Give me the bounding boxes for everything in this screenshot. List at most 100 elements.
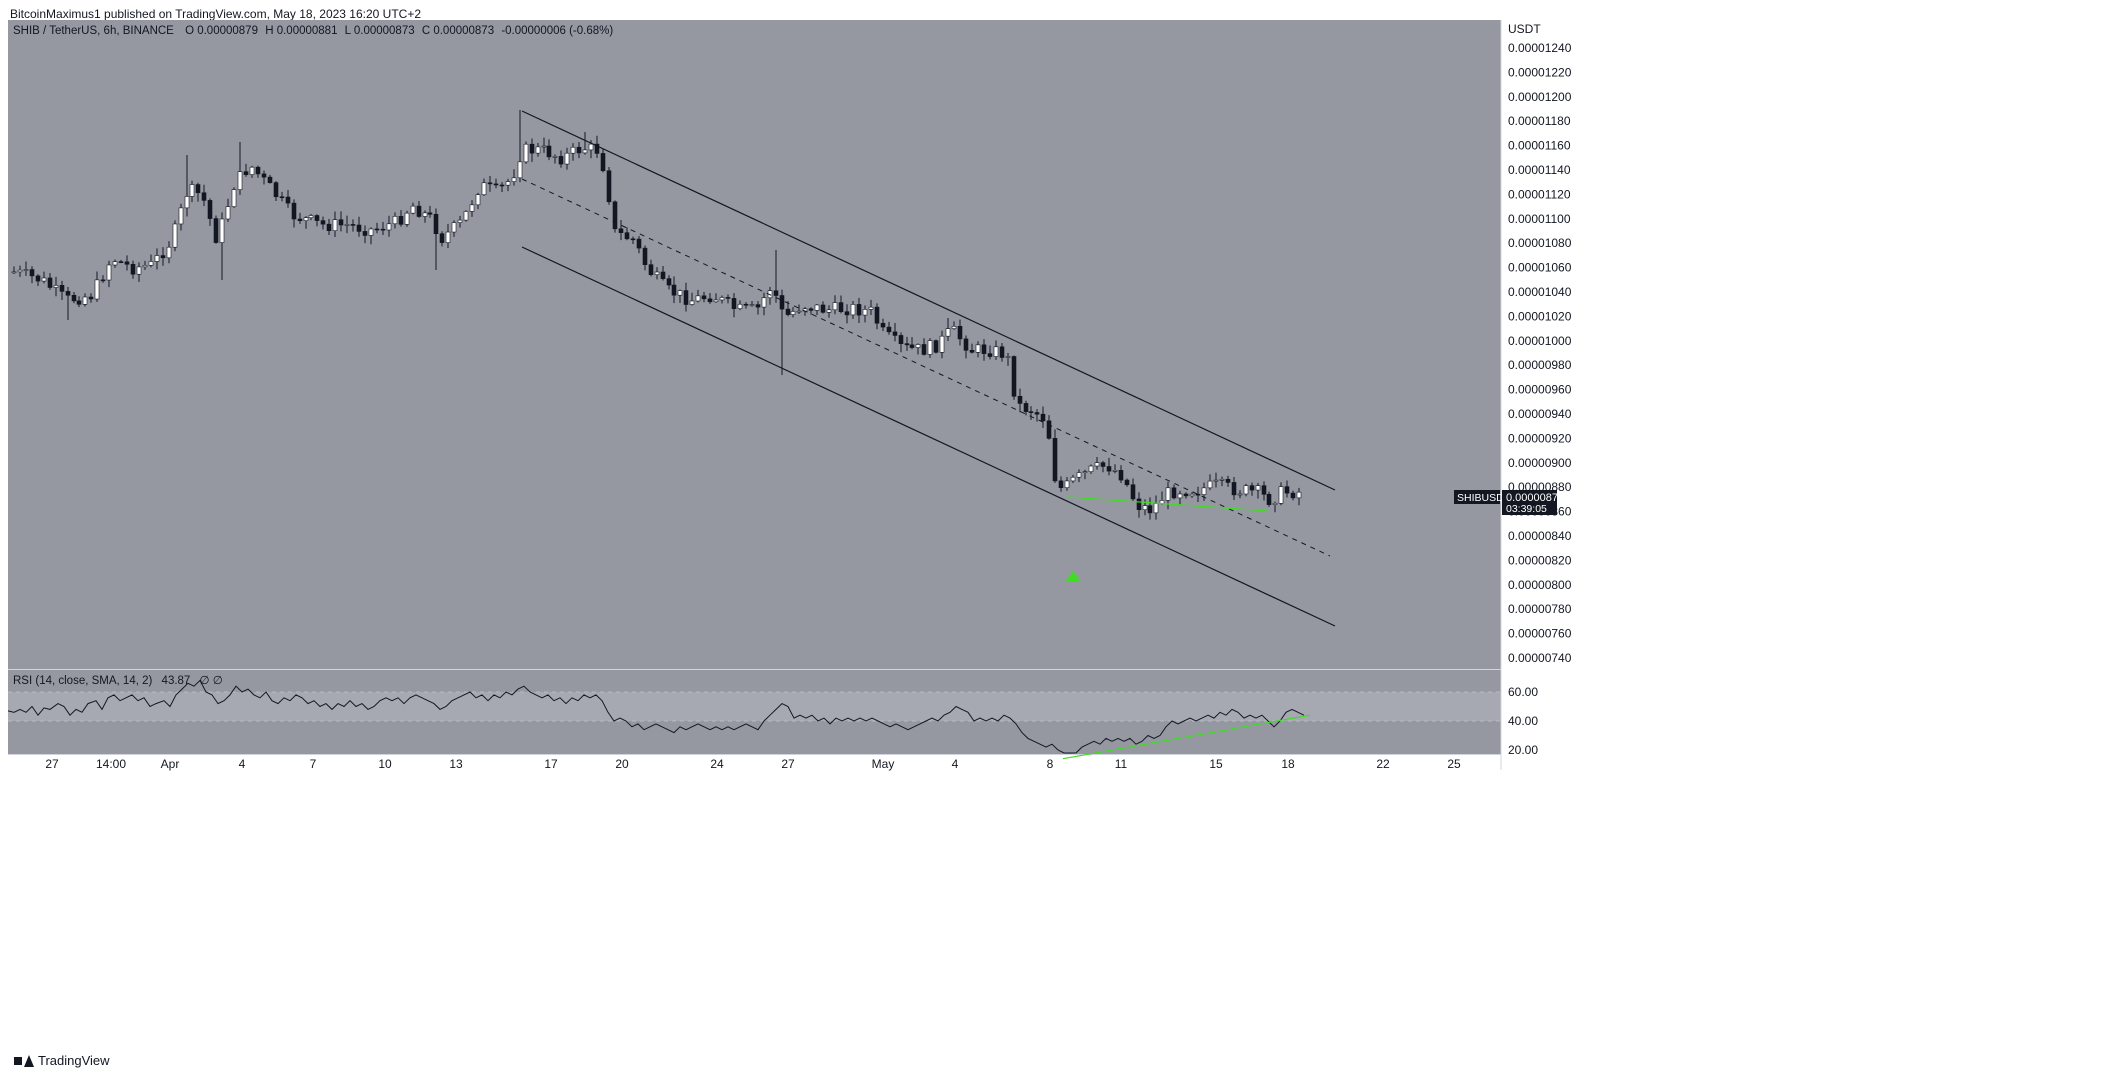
rsi-band (8, 692, 1501, 721)
main-pane-bg (8, 20, 1501, 669)
rsi-divergence-line (1062, 714, 1311, 760)
candle-body (1076, 472, 1082, 478)
candle-body (541, 145, 547, 148)
candle-body (1023, 403, 1029, 412)
price-tick-label: 0.00000760 (1508, 627, 1572, 641)
rsi-label: RSI (14, close, SMA, 14, 2) (13, 675, 153, 687)
rsi-value: 43.87 (162, 675, 191, 687)
candle-body (130, 263, 136, 275)
candle-body (1058, 480, 1064, 488)
candle-body (636, 238, 642, 249)
candle-body (844, 311, 850, 316)
candle-body (737, 303, 743, 309)
candle-body (362, 231, 368, 236)
price-tick-label: 0.00001120 (1508, 187, 1571, 201)
candle-body (338, 219, 344, 226)
candle-body (624, 232, 630, 240)
rsi-extra: ∅ ∅ (200, 675, 223, 687)
candle-body (1261, 485, 1267, 495)
ohlc-change: -0.00000006 (-0.68%) (501, 25, 613, 37)
price-tick-label: 0.00000900 (1508, 456, 1572, 470)
candle-body (790, 311, 796, 315)
candle-body (76, 300, 82, 305)
candle-body (761, 297, 767, 308)
candle-body (285, 196, 291, 204)
candle-body (303, 217, 309, 222)
last-price-tag[interactable]: SHIBUSDT 0.00000873 03:39:05 (1454, 490, 1564, 515)
time-axis[interactable]: 27 14:00 Apr 4 7 10 13 17 20 24 27 May 4 8 11 15 18 22 25 (45, 757, 1461, 771)
rsi-axis[interactable]: 60.00 40.00 20.00 (1508, 685, 1538, 757)
candle-body (41, 277, 47, 282)
price-tag-bg (1502, 490, 1557, 515)
date-tick-label: 4 (952, 757, 959, 771)
candle-body (773, 290, 779, 296)
price-tick-label: 0.00000820 (1508, 553, 1572, 567)
candle-body (927, 340, 933, 355)
channel-lower-line (521, 246, 1336, 627)
candle-body (47, 277, 53, 288)
candle-body (314, 215, 320, 221)
candle-body (1034, 412, 1040, 415)
candle-body (88, 296, 94, 300)
candle-body (868, 306, 874, 310)
candle-body (207, 200, 213, 219)
candle-body (612, 201, 618, 230)
candle-body (660, 271, 666, 279)
ohlc-c-value: 0.00000873 (433, 25, 494, 37)
footer: TradingView (14, 1053, 110, 1068)
candle-body (630, 238, 636, 241)
candle-body (1171, 487, 1177, 499)
candle-body (433, 213, 439, 235)
candle-body (422, 212, 428, 217)
candle-body (457, 219, 463, 223)
date-tick-label: 20 (615, 757, 629, 771)
candle-body (618, 228, 624, 233)
candle-body (427, 212, 433, 215)
candle-body (570, 146, 576, 154)
candle-body (725, 297, 731, 299)
date-tick-label: 13 (449, 757, 463, 771)
candle-body (707, 298, 713, 303)
candle-body (1255, 485, 1261, 491)
price-tick-label: 0.00001060 (1508, 261, 1572, 275)
candle-body (94, 279, 100, 300)
footer-brand: TradingView (38, 1053, 110, 1068)
candle-body (320, 220, 326, 225)
price-axis[interactable]: 0.00001240 0.00001220 0.00001200 0.00001180… (1508, 41, 1572, 665)
main-legend: SHIB / TetherUS, 6h, BINANCE O 0.0000087… (13, 25, 613, 37)
ohlc-o-label: O (185, 25, 194, 37)
candle-body (1082, 471, 1088, 473)
candle-body (1231, 482, 1237, 496)
candle-body (469, 204, 475, 212)
symbol-tag-bg (1454, 490, 1500, 504)
candle-body (154, 255, 160, 262)
candle-body (308, 215, 314, 218)
date-tick-label: 14:00 (96, 757, 126, 771)
candle-body (1153, 503, 1159, 514)
candle-body (35, 275, 41, 282)
candle-body (523, 143, 529, 163)
candle-body (785, 308, 791, 315)
candle-body (963, 338, 969, 351)
candle-body (451, 222, 457, 233)
candle-body (558, 156, 564, 165)
date-tick-label: 4 (239, 757, 246, 771)
candle-body (654, 271, 660, 275)
candle-body (1219, 478, 1225, 481)
candle-body (273, 182, 279, 198)
candle-body (1118, 470, 1124, 481)
candle-body (820, 304, 826, 313)
candle-body (886, 326, 892, 333)
candle-body (719, 297, 725, 301)
candle-body (838, 302, 844, 312)
candle-body (969, 349, 975, 353)
date-tick-label: May (872, 757, 895, 771)
candle-body (1296, 491, 1302, 499)
currency-label: USDT (1508, 22, 1541, 36)
candle-body (909, 344, 915, 348)
candle-body (576, 146, 582, 154)
candle-body (166, 246, 172, 259)
date-tick-label: 27 (45, 757, 59, 771)
candle-body (404, 212, 410, 225)
